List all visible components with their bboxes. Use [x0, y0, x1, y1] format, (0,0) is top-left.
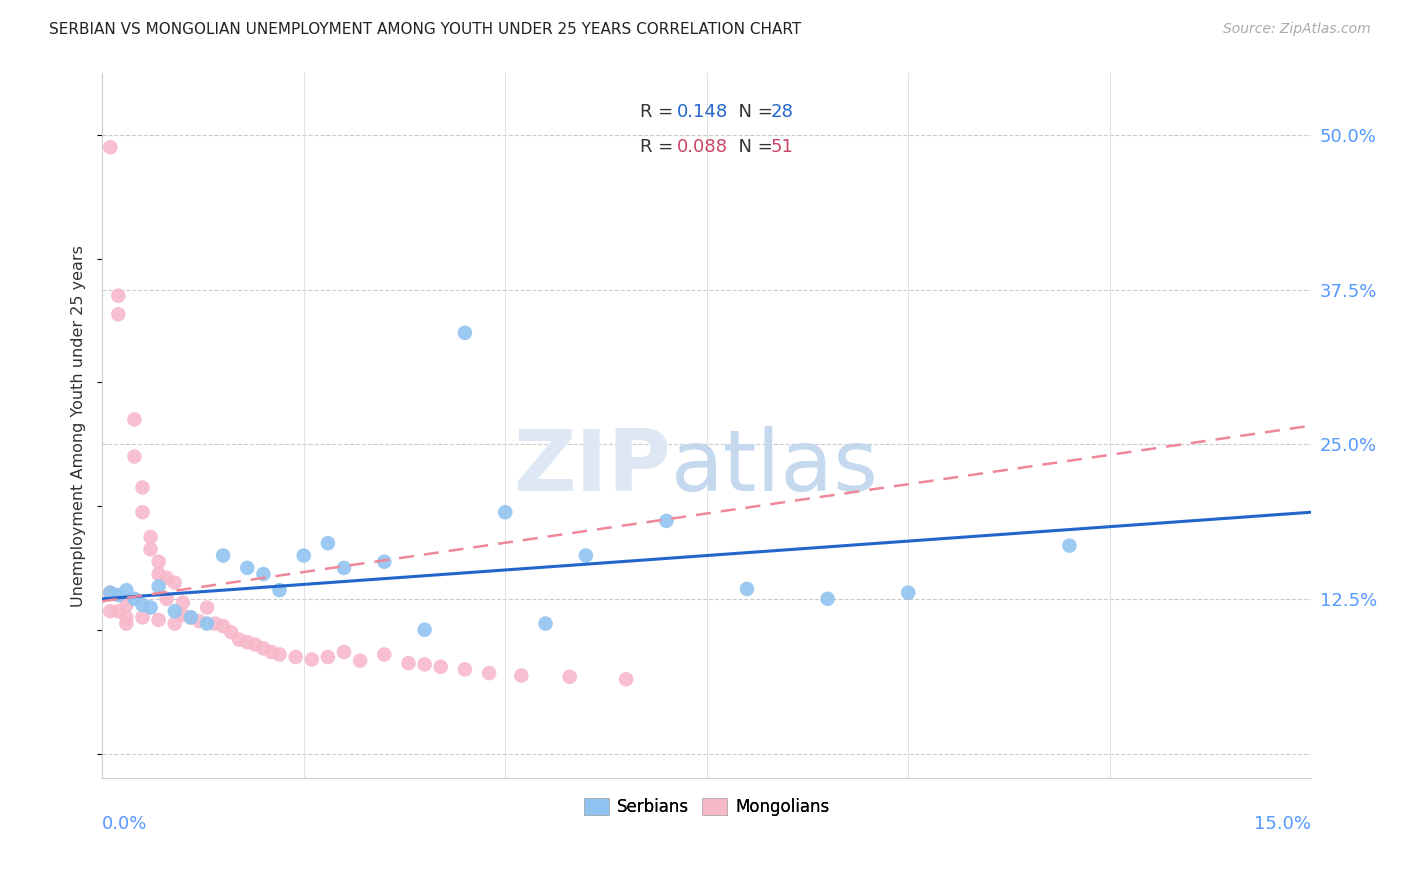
Text: Source: ZipAtlas.com: Source: ZipAtlas.com	[1223, 22, 1371, 37]
Point	[252, 641, 274, 656]
Point	[817, 591, 839, 606]
Point	[115, 616, 138, 631]
Point	[163, 604, 186, 618]
Point	[195, 616, 218, 631]
Point	[124, 450, 146, 464]
Text: N =: N =	[727, 103, 779, 120]
Point	[98, 585, 121, 599]
Point	[115, 583, 138, 598]
Point	[284, 650, 307, 665]
Point	[260, 645, 283, 659]
Point	[107, 288, 129, 302]
Point	[735, 582, 758, 596]
Point	[139, 530, 162, 544]
Point	[131, 481, 153, 495]
Point	[180, 610, 202, 624]
Point	[187, 614, 209, 628]
Text: ZIP: ZIP	[513, 426, 671, 509]
Point	[333, 645, 356, 659]
Text: 15.0%: 15.0%	[1254, 815, 1312, 833]
Point	[429, 660, 451, 674]
Point	[212, 619, 235, 633]
Point	[494, 505, 516, 519]
Point	[614, 673, 637, 687]
Text: 28: 28	[770, 103, 793, 120]
Point	[558, 670, 581, 684]
Point	[316, 650, 339, 665]
Point	[301, 652, 323, 666]
Point	[131, 505, 153, 519]
Point	[204, 616, 226, 631]
Point	[98, 140, 121, 154]
Point	[236, 635, 259, 649]
Point	[131, 610, 153, 624]
Point	[219, 625, 242, 640]
Text: R =: R =	[640, 103, 679, 120]
Point	[413, 657, 436, 672]
Point	[148, 555, 170, 569]
Point	[98, 604, 121, 618]
Point	[269, 648, 291, 662]
Point	[478, 666, 501, 681]
Point	[228, 632, 250, 647]
Text: 0.088: 0.088	[676, 138, 727, 156]
Text: atlas: atlas	[671, 426, 879, 509]
Point	[98, 585, 121, 599]
Point	[148, 613, 170, 627]
Point	[333, 561, 356, 575]
Text: 0.148: 0.148	[676, 103, 728, 120]
Point	[1059, 539, 1081, 553]
Point	[172, 607, 194, 622]
Text: 0.0%: 0.0%	[103, 815, 148, 833]
Point	[534, 616, 557, 631]
Point	[195, 600, 218, 615]
Point	[454, 326, 477, 340]
Point	[107, 588, 129, 602]
Point	[212, 549, 235, 563]
Point	[316, 536, 339, 550]
Point	[897, 585, 920, 599]
Text: SERBIAN VS MONGOLIAN UNEMPLOYMENT AMONG YOUTH UNDER 25 YEARS CORRELATION CHART: SERBIAN VS MONGOLIAN UNEMPLOYMENT AMONG …	[49, 22, 801, 37]
Point	[163, 575, 186, 590]
Point	[373, 555, 395, 569]
Text: N =: N =	[727, 138, 779, 156]
Point	[139, 600, 162, 615]
Point	[131, 598, 153, 612]
Point	[236, 561, 259, 575]
Point	[124, 412, 146, 426]
Point	[156, 591, 179, 606]
Point	[148, 579, 170, 593]
Point	[115, 598, 138, 612]
Point	[180, 610, 202, 624]
Point	[398, 656, 420, 670]
Point	[163, 616, 186, 631]
Point	[124, 591, 146, 606]
Point	[139, 542, 162, 557]
Point	[148, 567, 170, 582]
Point	[413, 623, 436, 637]
Point	[373, 648, 395, 662]
Point	[245, 638, 267, 652]
Point	[107, 307, 129, 321]
Point	[115, 610, 138, 624]
Y-axis label: Unemployment Among Youth under 25 years: Unemployment Among Youth under 25 years	[72, 244, 86, 607]
Text: R =: R =	[640, 138, 679, 156]
Point	[269, 583, 291, 598]
Point	[454, 662, 477, 676]
Text: 51: 51	[770, 138, 793, 156]
Point	[156, 571, 179, 585]
Point	[107, 604, 129, 618]
Point	[172, 596, 194, 610]
Point	[292, 549, 315, 563]
Point	[655, 514, 678, 528]
Point	[349, 654, 371, 668]
Legend: Serbians, Mongolians: Serbians, Mongolians	[576, 791, 837, 822]
Point	[510, 668, 533, 682]
Point	[252, 567, 274, 582]
Point	[575, 549, 598, 563]
